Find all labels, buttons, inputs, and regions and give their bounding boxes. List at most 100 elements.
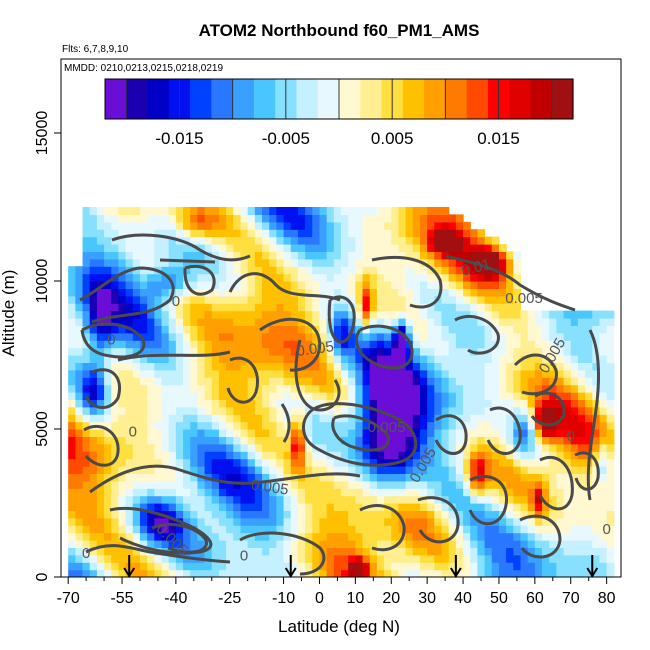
heat-cell bbox=[312, 295, 321, 304]
heat-cell bbox=[319, 288, 328, 297]
heat-cell bbox=[161, 369, 170, 378]
heat-cell bbox=[376, 399, 385, 408]
heat-cell bbox=[463, 466, 471, 474]
heat-cell bbox=[233, 251, 242, 260]
heat-cell bbox=[455, 281, 464, 289]
heat-cell bbox=[290, 384, 299, 393]
heat-cell bbox=[398, 229, 407, 238]
x-tick-label: -25 bbox=[218, 590, 241, 607]
heat-cell bbox=[498, 355, 507, 363]
heat-cell bbox=[161, 525, 170, 534]
heat-cell bbox=[226, 377, 234, 386]
heat-cell bbox=[463, 229, 471, 238]
heat-cell bbox=[218, 347, 227, 356]
heat-cell bbox=[269, 562, 277, 571]
heat-cell bbox=[269, 362, 277, 371]
heat-cell bbox=[111, 429, 120, 437]
heat-cell bbox=[506, 332, 514, 341]
heat-cell bbox=[405, 414, 414, 423]
heat-cell bbox=[312, 569, 321, 577]
heat-cell bbox=[218, 421, 227, 430]
heat-cell bbox=[376, 355, 385, 363]
heat-cell bbox=[204, 510, 213, 519]
heat-cell bbox=[463, 273, 471, 282]
heat-cell bbox=[441, 384, 450, 393]
heat-cell bbox=[139, 214, 148, 223]
heat-cell bbox=[283, 347, 292, 356]
heat-cell bbox=[405, 362, 414, 371]
heat-cell bbox=[154, 295, 163, 304]
heat-cell bbox=[506, 458, 514, 467]
heat-cell bbox=[168, 377, 177, 386]
heat-cell bbox=[319, 214, 328, 223]
heat-cell bbox=[139, 281, 148, 289]
dates-text: MMDD: 0210,0213,0215,0218,0219 bbox=[64, 63, 223, 74]
heat-cell bbox=[506, 495, 514, 504]
heat-cell bbox=[96, 251, 105, 260]
heat-cell bbox=[585, 392, 593, 400]
heat-cell bbox=[283, 480, 292, 489]
heat-cell bbox=[161, 443, 170, 452]
heat-cell bbox=[391, 480, 400, 489]
heat-cell bbox=[290, 332, 299, 341]
heat-cell bbox=[326, 340, 335, 349]
heat-cell bbox=[183, 451, 191, 460]
heat-cell bbox=[369, 281, 378, 289]
heat-cell bbox=[333, 288, 342, 297]
heat-cell bbox=[211, 318, 220, 326]
heat-cell bbox=[269, 347, 277, 356]
heat-cell bbox=[104, 347, 112, 356]
heat-cell bbox=[68, 488, 76, 497]
heat-cell bbox=[290, 207, 299, 215]
heat-cell bbox=[297, 562, 306, 571]
heat-cell bbox=[297, 510, 306, 519]
heat-cell bbox=[570, 429, 579, 437]
heat-cell bbox=[398, 310, 407, 319]
heat-cell bbox=[333, 554, 342, 563]
heat-cell bbox=[190, 466, 199, 474]
heat-cell bbox=[89, 340, 98, 349]
heat-cell bbox=[96, 399, 105, 408]
heat-cell bbox=[455, 244, 464, 252]
heat-cell bbox=[218, 214, 227, 223]
heat-cell bbox=[276, 392, 285, 400]
heat-cell bbox=[477, 458, 486, 467]
heat-cell bbox=[391, 303, 400, 312]
heat-cell bbox=[470, 503, 479, 511]
heat-cell bbox=[204, 562, 213, 571]
heat-cell bbox=[355, 554, 364, 563]
heat-cell bbox=[463, 458, 471, 467]
heat-cell bbox=[477, 384, 486, 393]
heat-cell bbox=[419, 325, 428, 334]
heat-cell bbox=[484, 421, 493, 430]
heat-cell bbox=[470, 303, 479, 312]
heat-cell bbox=[326, 569, 335, 577]
heat-cell bbox=[168, 325, 177, 334]
heat-cell bbox=[247, 458, 256, 467]
heat-cell bbox=[348, 347, 356, 356]
heat-cell bbox=[139, 221, 148, 230]
heat-cell bbox=[606, 562, 615, 571]
heat-cell bbox=[68, 540, 76, 548]
heat-cell bbox=[470, 399, 479, 408]
heat-cell bbox=[592, 525, 601, 534]
heat-cell bbox=[262, 547, 270, 556]
heat-cell bbox=[419, 525, 428, 534]
colorbar-swatch bbox=[360, 79, 383, 119]
heat-cell bbox=[233, 332, 242, 341]
heat-cell bbox=[82, 436, 91, 445]
heat-cell bbox=[355, 251, 364, 260]
heat-cell bbox=[154, 480, 163, 489]
x-tick-label: -40 bbox=[164, 590, 187, 607]
heat-cell bbox=[570, 406, 579, 415]
heat-cell bbox=[542, 480, 550, 489]
heat-cell bbox=[211, 362, 220, 371]
contour-line bbox=[89, 464, 361, 494]
heat-cell bbox=[190, 406, 199, 415]
heat-cell bbox=[441, 325, 450, 334]
heat-cell bbox=[434, 340, 443, 349]
heat-cell bbox=[441, 347, 450, 356]
heat-cell bbox=[434, 429, 443, 437]
heat-cell bbox=[218, 332, 227, 341]
heat-cell bbox=[175, 355, 184, 363]
